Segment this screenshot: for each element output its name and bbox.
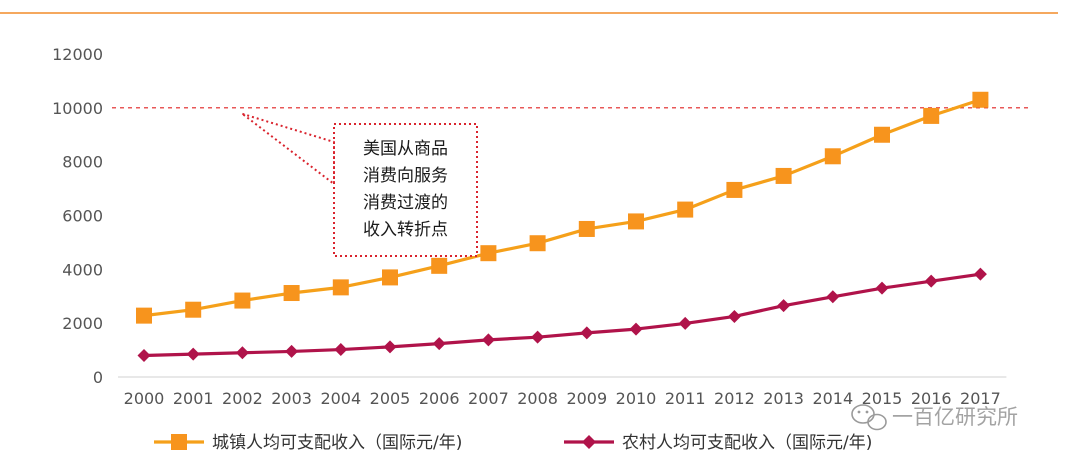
rural-data-point <box>580 326 594 340</box>
rural-data-point <box>285 344 299 358</box>
urban-data-point <box>332 279 349 296</box>
annotation-text: 消费过渡的 <box>363 193 448 213</box>
x-tick-label: 2012 <box>714 389 755 408</box>
x-tick-label: 2006 <box>419 389 460 408</box>
rural-data-point <box>924 274 938 288</box>
rural-data-point <box>973 267 987 281</box>
x-tick-label: 2007 <box>468 389 509 408</box>
wechat-icon-eye <box>865 410 869 414</box>
y-tick-label: 10000 <box>52 99 103 118</box>
series-group <box>136 91 989 362</box>
urban-data-point <box>824 148 841 165</box>
rural-data-point <box>235 346 249 360</box>
y-tick-label: 0 <box>93 368 103 387</box>
y-tick-label: 4000 <box>62 260 103 279</box>
legend-urban-label: 城镇人均可支配收入（国际元/年) <box>212 433 462 453</box>
annotation-pointer <box>241 112 335 185</box>
urban-data-point <box>431 257 448 274</box>
title-strip <box>0 0 1080 14</box>
y-axis: 0 2000 4000 6000 8000 10000 12000 <box>52 45 103 387</box>
x-tick-label: 2003 <box>271 389 312 408</box>
urban-series-line <box>143 98 981 318</box>
x-tick-label: 2013 <box>763 389 804 408</box>
legend-rural-marker <box>582 435 596 449</box>
urban-data-point <box>628 213 644 230</box>
x-tick-label: 2017 <box>960 389 1001 408</box>
x-tick-label: 2010 <box>616 389 657 408</box>
annotation-box <box>333 123 478 257</box>
rural-data-point <box>334 343 348 357</box>
legend-urban-marker <box>171 434 187 450</box>
x-tick-label: 2002 <box>222 389 263 408</box>
y-tick-label: 6000 <box>62 207 103 226</box>
urban-data-point <box>136 307 152 324</box>
x-tick-label: 2004 <box>320 389 361 408</box>
rural-data-point <box>875 281 889 295</box>
wechat-icon-bubble-large <box>851 404 875 424</box>
rural-data-point <box>777 299 791 313</box>
y-tick-label: 2000 <box>62 314 103 333</box>
legend-rural-label: 农村人均可支配收入（国际元/年) <box>622 433 872 453</box>
annotation-text: 消费向服务 <box>363 166 448 186</box>
urban-data-point <box>578 220 595 237</box>
rural-data-point <box>137 348 151 362</box>
y-tick-label: 12000 <box>52 45 103 64</box>
x-tick-label: 2001 <box>173 389 214 408</box>
urban-data-point <box>480 245 497 262</box>
urban-data-point <box>972 91 989 108</box>
rural-data-point <box>481 333 495 347</box>
urban-data-point <box>234 292 251 309</box>
watermark: 一百亿研究所 <box>851 404 1018 431</box>
urban-data-point <box>726 181 743 198</box>
x-tick-label: 2015 <box>862 389 903 408</box>
rural-data-point <box>531 330 545 344</box>
x-tick-label: 2016 <box>911 389 952 408</box>
x-axis: 2000 2001 2002 2003 2004 2005 2006 2007 2008 2009… <box>118 376 1007 408</box>
x-tick-label: 2011 <box>665 389 706 408</box>
watermark-label: 一百亿研究所 <box>892 405 1018 429</box>
wechat-icon-eye <box>857 410 861 414</box>
rural-series-line <box>143 272 981 358</box>
wechat-icon-bubble-small <box>867 413 887 431</box>
x-tick-label: 2005 <box>370 389 411 408</box>
urban-data-point <box>677 201 694 218</box>
x-tick-label: 2000 <box>124 389 165 408</box>
rural-data-point <box>432 337 446 351</box>
x-tick-label: 2009 <box>566 389 607 408</box>
urban-data-point <box>923 107 940 124</box>
rural-data-point <box>826 290 840 304</box>
urban-data-point <box>185 301 202 318</box>
rural-data-point <box>629 322 643 336</box>
urban-data-point <box>382 269 398 286</box>
x-tick-label: 2008 <box>517 389 558 408</box>
urban-data-point <box>283 285 300 302</box>
legend: 城镇人均可支配收入（国际元/年) 农村人均可支配收入（国际元/年) <box>154 433 872 453</box>
annotation-text: 收入转折点 <box>363 220 448 240</box>
rural-data-point <box>678 316 692 330</box>
urban-data-point <box>874 126 890 143</box>
rural-data-point <box>186 347 200 361</box>
rural-data-point <box>383 340 397 354</box>
x-tick-label: 2014 <box>812 389 853 408</box>
annotation-text: 美国从商品 <box>363 139 448 159</box>
urban-data-point <box>775 167 792 184</box>
y-tick-label: 8000 <box>62 153 103 172</box>
rural-data-point <box>727 309 741 323</box>
wechat-icon <box>851 404 887 431</box>
urban-data-point <box>529 235 546 252</box>
